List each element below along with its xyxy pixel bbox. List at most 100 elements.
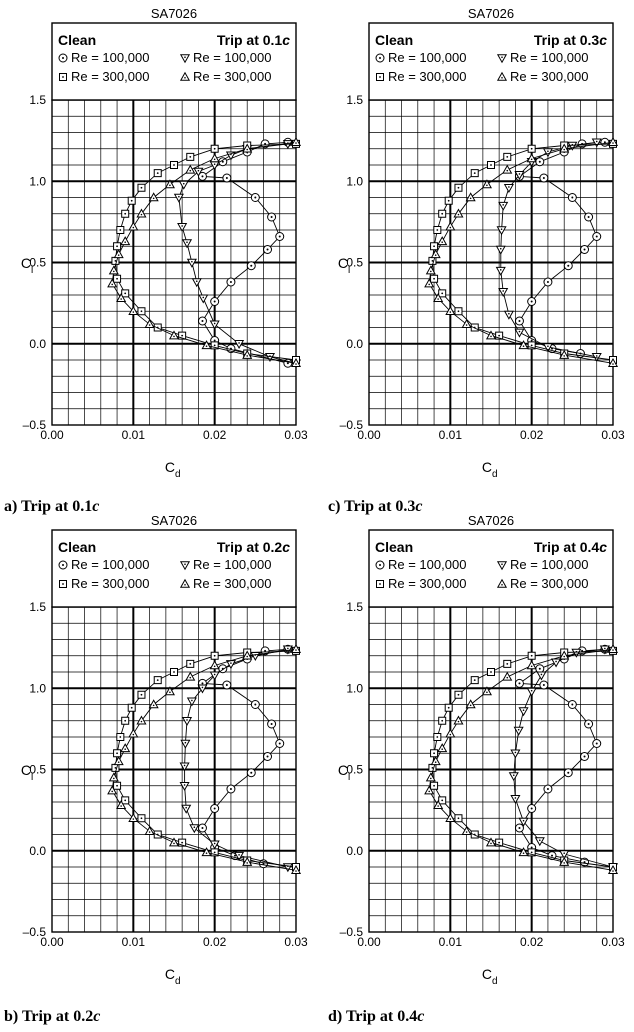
marker-triangle-up-dot	[465, 324, 468, 326]
marker-triangle-down-shape	[181, 804, 192, 814]
legend-header-trip: Trip at 0.4c	[534, 539, 607, 555]
marker-triangle-up-dot	[449, 818, 452, 820]
data-point-circle	[275, 232, 285, 241]
marker-triangle-down-dot	[184, 741, 187, 744]
legend-marker-triangle-up	[179, 578, 191, 588]
chart-title: SA7026	[151, 6, 197, 21]
marker-triangle-up-shape	[290, 644, 302, 654]
data-point-circle	[514, 316, 524, 326]
data-point-triangle-up	[290, 137, 302, 147]
marker-triangle-up-shape	[485, 837, 497, 847]
marker-triangle-up-shape	[107, 278, 118, 288]
legend-marker-square	[59, 73, 67, 81]
data-point-square	[503, 152, 512, 161]
data-point-triangle-up	[485, 330, 497, 340]
y-axis-label: C	[21, 255, 31, 271]
data-point-triangle-down	[503, 183, 514, 193]
marker-triangle-up-dot	[113, 777, 115, 780]
marker-square-dot	[189, 155, 192, 158]
legend-entry: Re = 300,000	[388, 69, 466, 84]
data-point-square	[430, 749, 439, 758]
marker-triangle-up-dot	[506, 676, 509, 679]
data-point-triangle-up	[290, 644, 302, 654]
marker-triangle-down-dot	[238, 342, 240, 344]
data-point-triangle-down	[513, 726, 524, 736]
legend-marker-circle	[375, 560, 385, 570]
y-tick-label: 0.5	[29, 256, 46, 270]
marker-circle-dot	[270, 216, 273, 218]
marker-triangle-down-dot	[518, 330, 521, 333]
data-point-triangle-up	[526, 153, 537, 163]
marker-triangle-down-dot	[195, 280, 198, 283]
legend-header-trip: Trip at 0.1c	[217, 32, 290, 48]
marker-triangle-down-dot	[181, 225, 183, 227]
data-point-triangle-up	[425, 772, 436, 782]
marker-triangle-down-dot	[499, 247, 502, 250]
marker-triangle-up-shape	[607, 644, 619, 654]
data-point-square	[210, 651, 219, 660]
y-tick-label: 0.0	[346, 844, 363, 858]
marker-square-dot	[433, 277, 435, 280]
marker-square-dot	[156, 172, 159, 175]
y-tick-label: –0.5	[23, 418, 47, 432]
y-tick-label: 1.0	[29, 681, 46, 695]
data-point-circle	[539, 680, 549, 690]
data-point-square	[527, 651, 536, 660]
data-point-triangle-up	[424, 278, 435, 288]
data-point-triangle-up	[430, 756, 441, 766]
y-tick-label: 1.5	[346, 600, 363, 614]
legend-entry: Re = 300,000	[71, 576, 149, 591]
data-point-square	[438, 796, 447, 805]
legend-entry: Re = 100,000	[71, 50, 149, 65]
marker-triangle-up-shape	[430, 756, 441, 766]
data-point-square	[470, 676, 479, 685]
marker-triangle-down-shape	[526, 687, 537, 697]
marker-triangle-up-dot	[117, 254, 120, 256]
marker-triangle-down-dot	[518, 173, 521, 175]
data-point-triangle-up	[108, 265, 119, 275]
data-point-circle	[543, 277, 553, 287]
data-point-circle	[275, 739, 285, 748]
marker-triangle-up-dot	[530, 158, 533, 161]
marker-triangle-down-shape	[498, 287, 509, 297]
data-point-square	[444, 196, 453, 205]
data-point-triangle-up	[144, 319, 155, 329]
data-point-circle	[226, 277, 236, 287]
marker-triangle-up-dot	[612, 649, 614, 651]
marker-circle-dot	[213, 300, 216, 303]
data-point-square	[527, 144, 536, 153]
marker-triangle-up-shape	[559, 349, 570, 359]
data-point-triangle-up	[461, 319, 472, 329]
marker-triangle-down-dot	[514, 797, 517, 799]
marker-triangle-up-dot	[430, 777, 432, 780]
marker-triangle-down-dot	[186, 719, 188, 721]
marker-triangle-up-shape	[607, 358, 619, 368]
marker-circle-dot	[62, 564, 64, 566]
chart-title: SA7026	[468, 6, 514, 21]
marker-triangle-down-dot	[539, 839, 541, 841]
marker-square-dot	[498, 334, 501, 337]
marker-triangle-down-dot	[185, 806, 187, 809]
data-point-triangle-up	[144, 826, 155, 836]
marker-triangle-up-dot	[140, 213, 143, 216]
data-point-circle	[600, 137, 610, 147]
marker-triangle-up-shape	[290, 865, 302, 875]
marker-triangle-up-shape	[559, 856, 570, 866]
marker-square-dot	[441, 212, 444, 215]
data-point-triangle-up	[526, 660, 537, 670]
marker-triangle-down-shape	[495, 266, 506, 276]
data-point-triangle-down	[173, 193, 184, 203]
marker-triangle-down-dot	[512, 774, 515, 776]
marker-triangle-up-dot	[189, 169, 192, 172]
marker-triangle-up-dot	[428, 790, 430, 793]
marker-triangle-up-dot	[490, 335, 492, 338]
marker-triangle-down-dot	[502, 204, 504, 206]
marker-triangle-up-shape	[209, 153, 220, 163]
marker-square-dot	[213, 344, 216, 347]
data-point-triangle-down	[198, 294, 209, 304]
data-point-triangle-up	[128, 728, 139, 738]
marker-circle-dot	[587, 216, 590, 218]
marker-triangle-up-shape	[445, 306, 456, 316]
data-point-triangle-up	[424, 785, 435, 795]
marker-triangle-up-shape	[120, 743, 131, 753]
